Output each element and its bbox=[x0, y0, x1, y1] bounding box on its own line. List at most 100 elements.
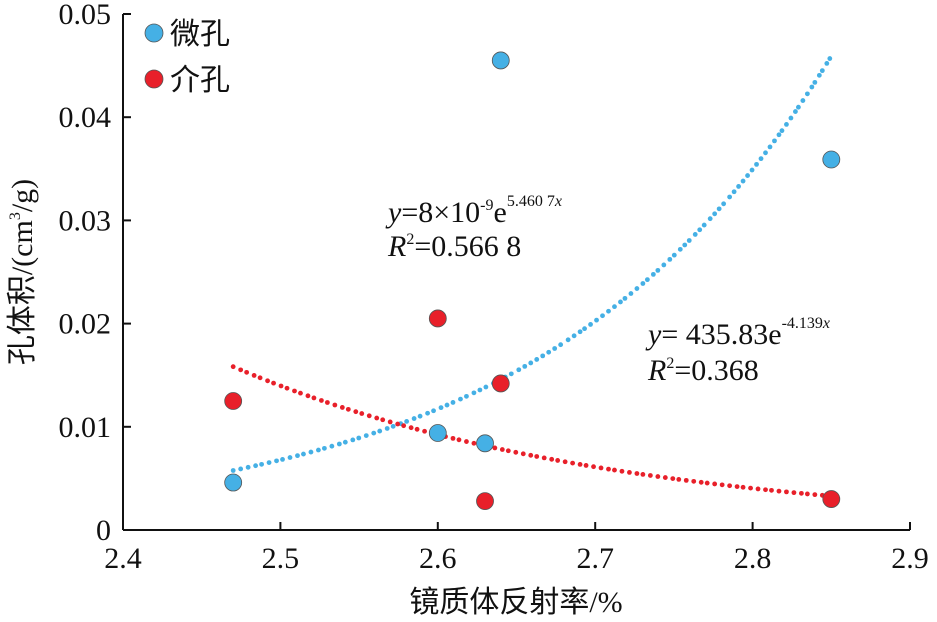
trend-dot bbox=[788, 115, 794, 121]
trend-dot bbox=[812, 492, 818, 498]
trend-dot bbox=[305, 393, 311, 399]
trend-dot bbox=[528, 360, 534, 366]
x-tick-label: 2.7 bbox=[576, 542, 614, 575]
trend-dot bbox=[749, 167, 755, 173]
trend-dot bbox=[316, 447, 321, 453]
trend-dot bbox=[670, 476, 676, 481]
trend-dot bbox=[704, 480, 710, 486]
trend-dot bbox=[571, 333, 577, 339]
trend-dot bbox=[565, 337, 571, 343]
data-point-micropore bbox=[822, 150, 841, 169]
trend-dot bbox=[627, 469, 632, 475]
trend-dot bbox=[804, 491, 810, 497]
trend-dot bbox=[308, 449, 314, 455]
trend-dot bbox=[767, 144, 773, 150]
trend-dot bbox=[682, 242, 688, 248]
trend-dot bbox=[520, 451, 526, 457]
trend-dot bbox=[483, 384, 489, 390]
trend-dot bbox=[555, 458, 561, 463]
trend-dot bbox=[458, 396, 463, 402]
trend-dot bbox=[655, 474, 661, 479]
trend-dot bbox=[477, 387, 483, 393]
trend-dot bbox=[612, 467, 617, 473]
trend-dot bbox=[366, 413, 372, 419]
trend-dot bbox=[676, 476, 682, 482]
trend-dot bbox=[791, 490, 797, 496]
trend-dot bbox=[721, 201, 727, 207]
trend-dot bbox=[374, 415, 380, 421]
trend-dot bbox=[588, 322, 593, 327]
trend-dot bbox=[644, 277, 650, 283]
data-point-micropore bbox=[476, 434, 494, 453]
trend-dot bbox=[800, 98, 806, 103]
svg-text:y= 435.83e-4.139x: y= 435.83e-4.139x bbox=[645, 315, 830, 351]
trend-dot bbox=[508, 371, 514, 377]
trend-dot bbox=[812, 79, 818, 85]
trend-dot bbox=[577, 462, 583, 467]
data-point-mesopore bbox=[224, 392, 243, 410]
trend-dot bbox=[456, 437, 462, 443]
trend-dot bbox=[540, 353, 546, 359]
trend-dot bbox=[606, 466, 611, 472]
trend-dot bbox=[740, 178, 746, 184]
trend-dot bbox=[390, 423, 396, 429]
trend-dot bbox=[598, 465, 604, 471]
trend-dot bbox=[324, 400, 330, 405]
trend-dot bbox=[345, 406, 351, 412]
trend-dot bbox=[552, 346, 558, 351]
trend-dot bbox=[594, 317, 599, 323]
svg-text:R2=0.566 8: R2=0.566 8 bbox=[387, 230, 521, 263]
trend-dot bbox=[253, 463, 259, 469]
trend-dot bbox=[655, 267, 661, 273]
trend-dot bbox=[634, 286, 640, 291]
trend-dot bbox=[471, 390, 477, 396]
trend-dot bbox=[471, 440, 477, 446]
data-points bbox=[224, 51, 841, 511]
trend-dot bbox=[450, 435, 456, 441]
y-ticks: 0 0.01 0.02 0.03 0.04 0.05 bbox=[59, 0, 131, 547]
trend-dot bbox=[824, 61, 830, 66]
trend-dot bbox=[259, 461, 264, 467]
trend-dot bbox=[292, 388, 297, 394]
legend-label-micropore: 微孔 bbox=[170, 17, 230, 52]
trend-dot bbox=[701, 222, 707, 228]
trend-dot bbox=[640, 281, 646, 286]
trend-dot bbox=[245, 464, 251, 470]
trend-dot bbox=[582, 326, 587, 332]
trend-dot bbox=[298, 390, 303, 396]
trend-dot bbox=[321, 445, 327, 451]
trend-dot bbox=[727, 483, 733, 489]
trend-dot bbox=[731, 189, 737, 195]
trend-dot bbox=[230, 468, 236, 473]
x-ticks: 2.4 2.5 2.6 2.7 2.8 2.9 bbox=[104, 522, 929, 575]
trend-dot bbox=[727, 194, 733, 200]
trend-dot bbox=[667, 256, 673, 262]
trend-dot bbox=[558, 342, 564, 348]
trend-dot bbox=[513, 449, 519, 455]
trend-dot bbox=[492, 445, 498, 451]
trend-dot bbox=[336, 441, 342, 447]
legend: 微孔 介孔 bbox=[144, 17, 230, 98]
trendline-micropore bbox=[230, 56, 833, 473]
trend-dot bbox=[444, 402, 450, 408]
trend-dot bbox=[408, 425, 414, 431]
data-point-mesopore bbox=[476, 492, 494, 511]
trend-dot bbox=[628, 291, 634, 296]
data-point-mesopore bbox=[491, 374, 510, 393]
trend-dot bbox=[719, 482, 725, 488]
trend-dot bbox=[784, 121, 789, 127]
trend-dot bbox=[577, 329, 583, 335]
x-tick-label: 2.8 bbox=[734, 542, 772, 575]
trend-dot bbox=[683, 477, 689, 483]
trend-dot bbox=[622, 295, 628, 301]
trend-dot bbox=[329, 443, 335, 449]
trend-dot bbox=[257, 375, 263, 381]
trend-dot bbox=[353, 409, 359, 415]
y-tick-label: 0 bbox=[96, 514, 111, 547]
trend-dot bbox=[295, 453, 300, 459]
trend-dot bbox=[431, 408, 436, 414]
trend-dot bbox=[740, 484, 746, 490]
trend-dot bbox=[287, 455, 293, 460]
legend-marker-mesopore bbox=[144, 69, 164, 89]
trend-dot bbox=[541, 455, 547, 461]
